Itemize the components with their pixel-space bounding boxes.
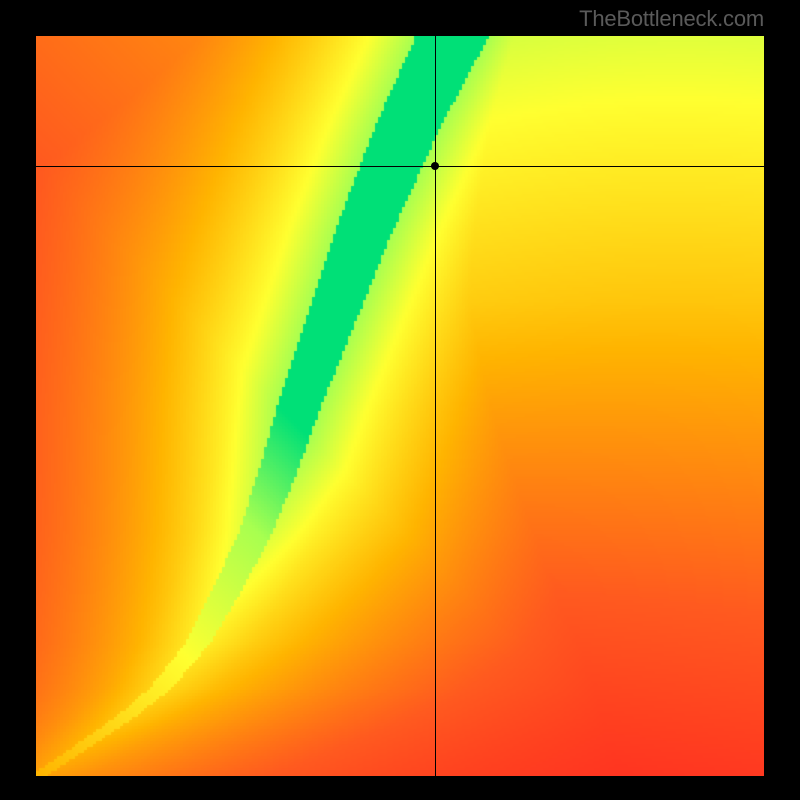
heatmap-plot: [36, 36, 764, 776]
crosshair-vertical: [435, 36, 436, 776]
heatmap-canvas: [36, 36, 764, 776]
crosshair-marker: [431, 162, 439, 170]
watermark-text: TheBottleneck.com: [579, 6, 764, 32]
crosshair-horizontal: [36, 166, 764, 167]
